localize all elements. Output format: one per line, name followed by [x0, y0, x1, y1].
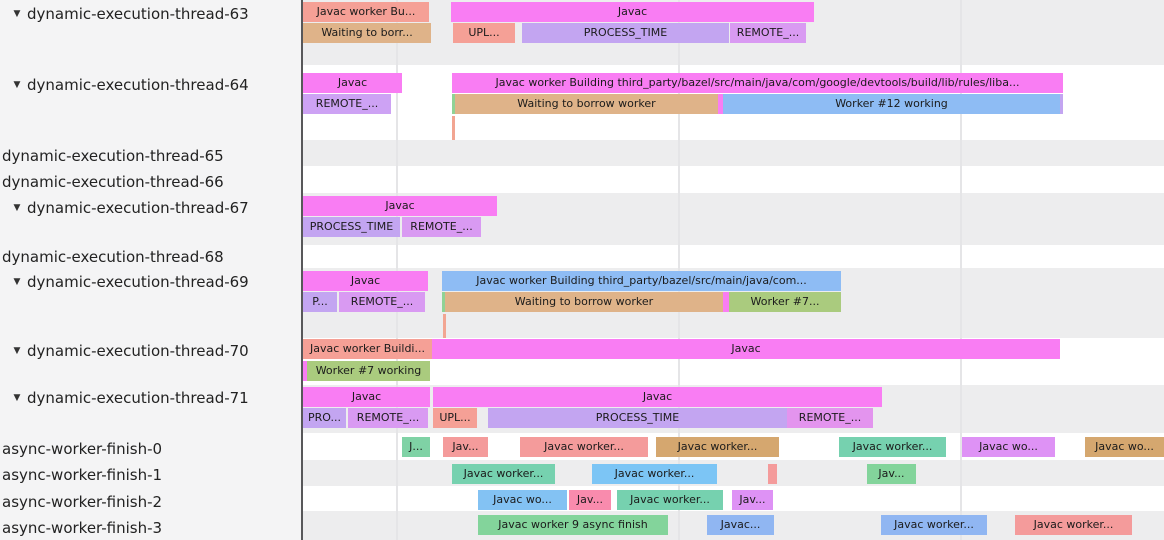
- event-bar[interactable]: Worker #7...: [729, 292, 841, 312]
- event-bar[interactable]: REMOTE_...: [402, 217, 481, 237]
- track-name: async-worker-finish-3: [2, 519, 163, 537]
- event-bar[interactable]: Javac worker...: [839, 437, 946, 457]
- collapse-triangle-icon[interactable]: ▼: [13, 9, 21, 19]
- event-bar[interactable]: PROCESS_TIME: [488, 408, 787, 428]
- event-bar[interactable]: REMOTE_...: [348, 408, 428, 428]
- event-bar[interactable]: Worker #12 working: [723, 94, 1060, 114]
- event-bar[interactable]: [723, 292, 729, 312]
- event-bar[interactable]: [303, 361, 307, 381]
- event-bar[interactable]: Jav...: [569, 490, 611, 510]
- track-label[interactable]: dynamic-execution-thread-65: [0, 146, 224, 166]
- track-band: [303, 460, 1164, 486]
- event-bar[interactable]: PROCESS_TIME: [303, 217, 400, 237]
- event-bar[interactable]: Javac worker Building third_party/bazel/…: [442, 271, 841, 291]
- track-label[interactable]: dynamic-execution-thread-66: [0, 172, 224, 192]
- event-bar[interactable]: Javac worker...: [452, 464, 555, 484]
- track-label[interactable]: async-worker-finish-1: [0, 465, 162, 485]
- event-bar[interactable]: REMOTE_...: [787, 408, 873, 428]
- track-name: dynamic-execution-thread-65: [2, 147, 224, 165]
- event-bar[interactable]: UPL...: [433, 408, 477, 428]
- event-bar[interactable]: PRO...: [303, 408, 346, 428]
- event-bar[interactable]: Javac worker...: [656, 437, 779, 457]
- track-name: dynamic-execution-thread-69: [27, 273, 249, 291]
- event-bar[interactable]: Javac: [303, 271, 428, 291]
- event-bar[interactable]: J...: [402, 437, 430, 457]
- event-bar[interactable]: Waiting to borr...: [303, 23, 431, 43]
- time-gridline: [960, 0, 962, 540]
- time-gridline: [678, 0, 680, 540]
- track-name: dynamic-execution-thread-70: [27, 342, 249, 360]
- track-label[interactable]: ▼ dynamic-execution-thread-67: [0, 198, 249, 218]
- event-bar[interactable]: REMOTE_...: [339, 292, 425, 312]
- event-bar[interactable]: Javac: [451, 2, 814, 22]
- track-band: [303, 140, 1164, 166]
- event-bar[interactable]: [718, 94, 723, 114]
- track-name: dynamic-execution-thread-63: [27, 5, 249, 23]
- event-bar[interactable]: UPL...: [453, 23, 515, 43]
- event-bar[interactable]: Javac wo...: [1085, 437, 1164, 457]
- panel-divider: [301, 0, 303, 540]
- event-bar[interactable]: [452, 94, 455, 114]
- track-name: dynamic-execution-thread-66: [2, 173, 224, 191]
- event-bar[interactable]: Javac worker 9 async finish: [478, 515, 668, 535]
- event-bar[interactable]: Javac: [303, 387, 430, 407]
- track-label[interactable]: ▼ dynamic-execution-thread-64: [0, 75, 249, 95]
- event-tick[interactable]: [443, 314, 446, 338]
- time-gridline: [396, 0, 398, 540]
- track-label[interactable]: ▼ dynamic-execution-thread-70: [0, 341, 249, 361]
- event-bar[interactable]: Javac worker...: [520, 437, 648, 457]
- event-bar[interactable]: [768, 464, 777, 484]
- event-bar[interactable]: REMOTE_...: [730, 23, 806, 43]
- collapse-triangle-icon[interactable]: ▼: [13, 80, 21, 90]
- event-bar[interactable]: Javac wo...: [962, 437, 1055, 457]
- track-label[interactable]: dynamic-execution-thread-68: [0, 247, 224, 267]
- event-bar[interactable]: Javac worker Bu...: [303, 2, 429, 22]
- event-bar[interactable]: Javac worker Building third_party/bazel/…: [452, 73, 1063, 93]
- event-bar[interactable]: [442, 292, 445, 312]
- collapse-triangle-icon[interactable]: ▼: [13, 393, 21, 403]
- event-bar[interactable]: Jav...: [732, 490, 773, 510]
- track-name: async-worker-finish-0: [2, 440, 163, 458]
- event-bar[interactable]: Jav...: [443, 437, 488, 457]
- track-name: dynamic-execution-thread-64: [27, 76, 249, 94]
- event-bar[interactable]: Javac: [303, 196, 497, 216]
- track-name: dynamic-execution-thread-67: [27, 199, 249, 217]
- track-name: async-worker-finish-1: [2, 466, 163, 484]
- event-bar[interactable]: Javac worker...: [881, 515, 987, 535]
- track-name-panel: [0, 0, 301, 540]
- event-bar[interactable]: Jav...: [867, 464, 916, 484]
- track-name: dynamic-execution-thread-68: [2, 248, 224, 266]
- track-band: [303, 245, 1164, 268]
- event-tick[interactable]: [452, 116, 455, 140]
- track-label[interactable]: async-worker-finish-3: [0, 518, 162, 538]
- event-bar[interactable]: Javac wo...: [478, 490, 567, 510]
- collapse-triangle-icon[interactable]: ▼: [13, 203, 21, 213]
- event-bar[interactable]: REMOTE_...: [303, 94, 391, 114]
- collapse-triangle-icon[interactable]: ▼: [13, 346, 21, 356]
- event-bar[interactable]: Javac...: [707, 515, 774, 535]
- track-band: [303, 166, 1164, 193]
- track-name: async-worker-finish-2: [2, 493, 163, 511]
- event-bar[interactable]: [1060, 94, 1063, 114]
- event-bar[interactable]: Waiting to borrow worker: [445, 292, 723, 312]
- event-bar[interactable]: Javac: [433, 387, 882, 407]
- event-bar[interactable]: Javac worker...: [592, 464, 717, 484]
- event-bar[interactable]: Javac: [303, 73, 402, 93]
- track-label[interactable]: async-worker-finish-2: [0, 492, 162, 512]
- event-bar[interactable]: Waiting to borrow worker: [455, 94, 718, 114]
- event-bar[interactable]: Javac: [432, 339, 1060, 359]
- track-label[interactable]: ▼ dynamic-execution-thread-71: [0, 388, 249, 408]
- event-bar[interactable]: Javac worker Buildi...: [303, 339, 432, 359]
- event-bar[interactable]: Javac worker...: [617, 490, 723, 510]
- track-label[interactable]: ▼ dynamic-execution-thread-63: [0, 4, 249, 24]
- track-label[interactable]: async-worker-finish-0: [0, 439, 162, 459]
- event-bar[interactable]: Javac worker...: [1015, 515, 1132, 535]
- collapse-triangle-icon[interactable]: ▼: [13, 277, 21, 287]
- event-bar[interactable]: Worker #7 working: [307, 361, 430, 381]
- track-name: dynamic-execution-thread-71: [27, 389, 249, 407]
- event-bar[interactable]: P...: [303, 292, 337, 312]
- track-label[interactable]: ▼ dynamic-execution-thread-69: [0, 272, 249, 292]
- event-bar[interactable]: PROCESS_TIME: [522, 23, 729, 43]
